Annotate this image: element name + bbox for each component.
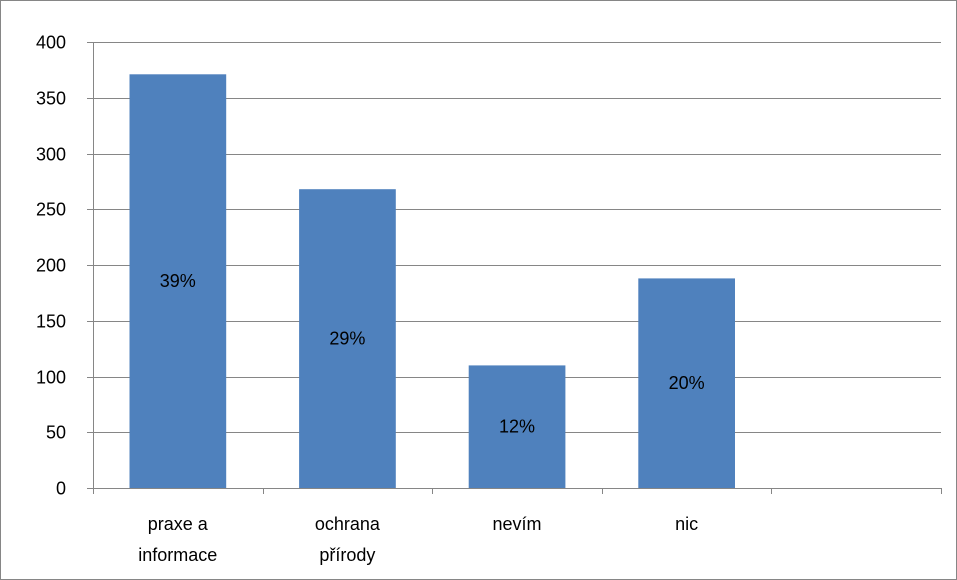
category-label-0-1: informace bbox=[138, 545, 217, 565]
data-label-0: 39% bbox=[160, 271, 196, 291]
category-label-3-0: nic bbox=[675, 514, 698, 534]
data-label-3: 20% bbox=[669, 373, 705, 393]
bars bbox=[129, 74, 735, 489]
y-tick-label-100: 100 bbox=[36, 368, 66, 388]
y-tick-label-150: 150 bbox=[36, 312, 66, 332]
labels: 0 50 100 150 200 250 300 350 400 39% praxe a inform… bbox=[36, 33, 705, 566]
category-label-1-0: ochrana bbox=[315, 514, 381, 534]
gridlines bbox=[93, 42, 941, 433]
data-label-2: 12% bbox=[499, 417, 535, 437]
category-label-1-1: přírody bbox=[319, 545, 375, 565]
bar-3 bbox=[638, 278, 735, 488]
category-label-2-0: nevím bbox=[492, 514, 541, 534]
y-tick-label-250: 250 bbox=[36, 200, 66, 220]
y-tick-label-300: 300 bbox=[36, 145, 66, 165]
bar-2 bbox=[468, 365, 566, 488]
y-tick-label-50: 50 bbox=[46, 423, 66, 443]
data-label-1: 29% bbox=[329, 329, 365, 349]
bar-1 bbox=[299, 189, 396, 488]
axes bbox=[87, 42, 942, 494]
y-tick-label-200: 200 bbox=[36, 256, 66, 276]
y-tick-label-400: 400 bbox=[36, 33, 66, 53]
bar-0 bbox=[129, 74, 227, 489]
y-tick-label-350: 350 bbox=[36, 89, 66, 109]
y-tick-label-0: 0 bbox=[56, 479, 66, 499]
category-label-0-0: praxe a bbox=[148, 514, 209, 534]
